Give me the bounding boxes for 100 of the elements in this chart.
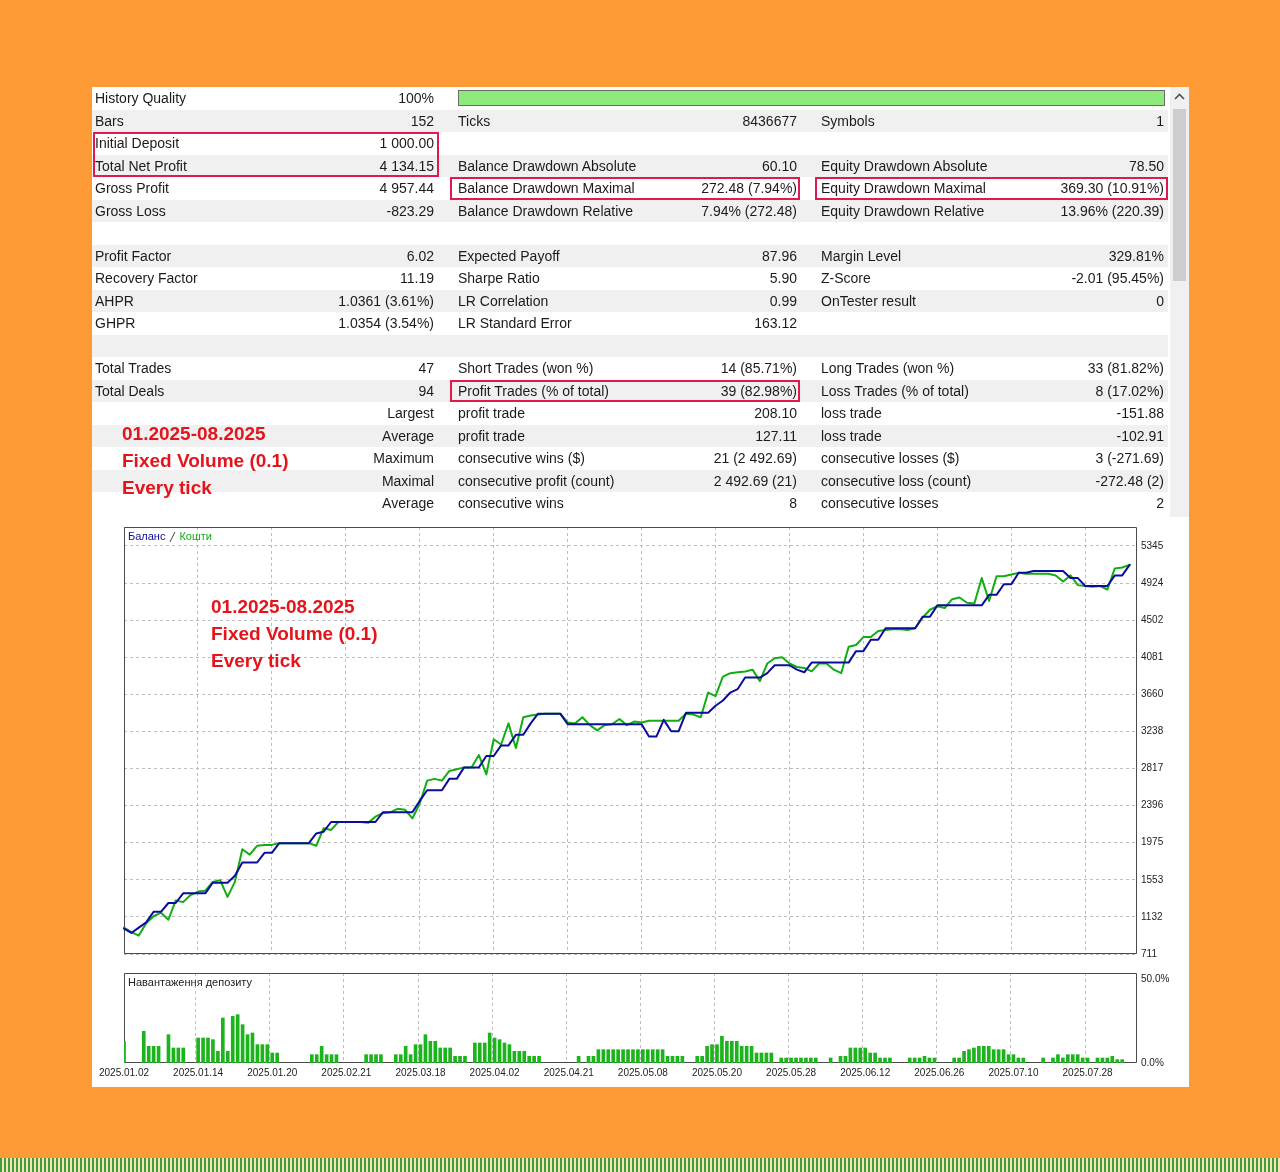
bar	[991, 1049, 996, 1063]
y-tick-label: 4502	[1141, 613, 1164, 625]
x-tick-label: 2025.05.20	[691, 1066, 743, 1078]
text: Average	[382, 494, 434, 513]
text: Total Trades	[95, 359, 172, 378]
text: OnTester result	[821, 291, 916, 311]
text: Short Trades (won %)	[458, 359, 594, 378]
bar	[517, 1051, 522, 1063]
bar	[858, 1047, 863, 1063]
text: consecutive losses	[821, 494, 939, 513]
text: 94	[418, 381, 434, 401]
text: 6.02	[406, 246, 434, 266]
text: 7.94% (272.48)	[701, 201, 797, 221]
text: Balance Drawdown Maximal	[458, 179, 635, 198]
text: 1.0361 (3.61%)	[338, 291, 434, 311]
x-tick-label: 2025.04.02	[469, 1066, 521, 1078]
bar	[230, 1016, 235, 1063]
text: Every tick	[122, 476, 212, 500]
text: 2 492.69 (21)	[713, 471, 797, 491]
text: 127.11	[755, 426, 797, 446]
text: Profit Factor	[95, 246, 172, 266]
text: 60.10	[761, 156, 797, 176]
text: Fixed Volume (0.1)	[122, 449, 289, 473]
text: 14 (85.71%)	[720, 359, 797, 378]
text: Average	[382, 426, 434, 446]
text: 208.10	[754, 404, 797, 423]
text: 272.48 (7.94%)	[701, 179, 797, 198]
text: 3 (-271.69)	[1095, 449, 1164, 468]
text: Gross Profit	[95, 179, 169, 198]
text: Balance Drawdown Absolute	[458, 156, 637, 176]
text: loss trade	[821, 404, 882, 423]
text: 39 (82.98%)	[720, 381, 797, 401]
text: Equity Drawdown Maximal	[821, 179, 986, 198]
text: 2	[1156, 494, 1164, 513]
text: 33 (81.82%)	[1087, 359, 1164, 378]
text: 0	[1156, 291, 1164, 311]
text: 100%	[398, 89, 434, 108]
y-tick-label: 3660	[1141, 688, 1164, 700]
bar	[433, 1041, 438, 1063]
x-tick-label: 2025.03.18	[395, 1066, 446, 1078]
text: Expected Payoff	[458, 246, 560, 266]
text: Symbols	[821, 111, 875, 131]
annotation: 01.2025-08.2025	[211, 596, 356, 618]
x-tick-label: 2025.06.26	[914, 1066, 965, 1078]
y-tick-label: 2817	[1141, 762, 1164, 774]
y-tick-label: 1132	[1141, 910, 1163, 922]
y-tick-label: 5345	[1141, 539, 1164, 551]
bar	[1110, 1056, 1115, 1063]
text: Sharpe Ratio	[458, 269, 540, 288]
text: LR Standard Error	[458, 314, 572, 333]
text: profit trade	[458, 404, 525, 423]
y-tick-label: 0.0%	[1141, 1056, 1164, 1068]
text: Ticks	[458, 111, 491, 131]
annotation: Fixed Volume (0.1)	[211, 623, 378, 645]
text: 5.90	[769, 269, 797, 288]
bar	[655, 1049, 660, 1063]
text: -272.48 (2)	[1095, 471, 1164, 491]
x-tick-label: 2025.07.10	[988, 1066, 1039, 1078]
text: Z-Score	[821, 269, 871, 288]
x-tick-label: 2025.01.20	[247, 1066, 298, 1078]
text: Total Deals	[95, 381, 165, 401]
text: History Quality	[95, 89, 187, 108]
text: Profit Trades (% of total)	[458, 381, 609, 401]
text: Total Net Profit	[95, 156, 187, 176]
text: Кошти	[179, 530, 212, 543]
text: consecutive wins ($)	[458, 449, 585, 468]
bar	[265, 1044, 270, 1063]
text: GHPR	[95, 314, 136, 333]
x-tick-label: 2025.06.12	[840, 1066, 891, 1078]
text: profit trade	[458, 426, 525, 446]
y-tick-label: 4924	[1141, 576, 1164, 588]
text: 78.50	[1128, 156, 1164, 176]
chart-title: Навантаження депозиту	[128, 976, 253, 989]
text: Loss Trades (% of total)	[821, 381, 969, 401]
text: -151.88	[1116, 404, 1164, 423]
bar	[1041, 1057, 1045, 1063]
y-tick-label: 4081	[1141, 650, 1164, 662]
bar	[1075, 1054, 1080, 1063]
text: Initial Deposit	[95, 134, 180, 153]
text: -2.01 (95.45%)	[1071, 269, 1164, 288]
y-tick-label: 1975	[1141, 836, 1164, 848]
text: Margin Level	[821, 246, 902, 266]
text: consecutive losses ($)	[821, 449, 960, 468]
text: loss trade	[821, 426, 882, 446]
text: consecutive loss (count)	[821, 471, 972, 491]
text: Maximal	[381, 471, 434, 491]
text: AHPR	[95, 291, 134, 311]
annotation: Every tick	[211, 650, 302, 672]
bar	[779, 1057, 784, 1063]
text: Long Trades (won %)	[821, 359, 955, 378]
text: Equity Drawdown Relative	[821, 201, 985, 221]
text: 1 000.00	[379, 134, 434, 153]
bar	[695, 1056, 700, 1063]
text: Maximum	[373, 449, 434, 468]
x-tick-label: 2025.04.21	[543, 1066, 595, 1078]
text: -823.29	[386, 201, 434, 221]
text: 8	[789, 494, 797, 513]
text: 01.2025-08.2025	[122, 422, 266, 446]
x-tick-label: 2025.01.14	[173, 1066, 224, 1078]
bar	[601, 1049, 606, 1063]
